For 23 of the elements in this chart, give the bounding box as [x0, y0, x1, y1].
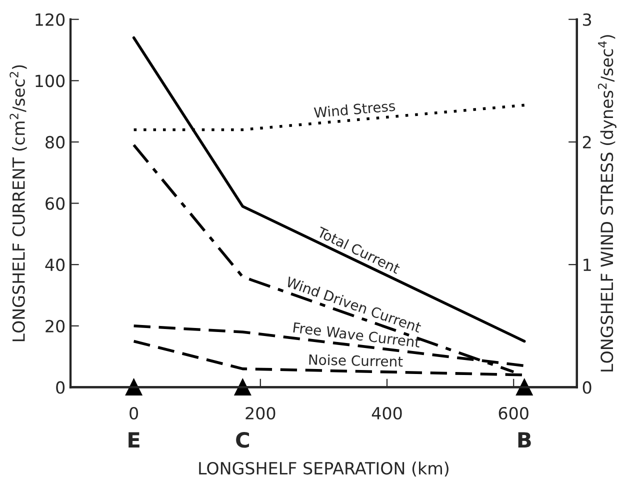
- y2-tick-label: 1: [584, 258, 591, 271]
- x-tick-label: 400: [372, 406, 402, 420]
- y2-tick-label: 0: [582, 381, 592, 394]
- annotation: C: [236, 432, 249, 448]
- annotation: B: [518, 432, 531, 448]
- x-tick-label: 0: [130, 406, 138, 420]
- x-tick-label: 600: [498, 406, 528, 420]
- x-tick-label: 200: [246, 406, 276, 420]
- y-axis-title: LONGSHELF CURRENT (cm$^{2}$/sec$^{2}$): [10, 65, 27, 342]
- series-label: Wind Stress: [314, 100, 396, 118]
- x-axis-title: LONGSHELF SEPARATION (km): [199, 462, 448, 477]
- series-label: Noise Current: [309, 354, 403, 367]
- y-tick-label: 20: [46, 320, 65, 332]
- annotation: E: [128, 432, 140, 448]
- y-tick-label: 100: [36, 74, 65, 88]
- y-tick-label: 0: [56, 381, 65, 394]
- y-tick-label: 80: [46, 136, 65, 149]
- y-tick-label: 120: [36, 13, 65, 26]
- y-tick-label: 60: [46, 197, 65, 210]
- y2-tick-label: 2: [582, 136, 591, 148]
- y2-axis-title: LONGSHELF WIND STRESS (dynes$^{2}$/sec$^{4}$): [598, 35, 616, 372]
- y2-tick-label: 3: [583, 13, 592, 26]
- y-tick-label: 40: [45, 258, 65, 272]
